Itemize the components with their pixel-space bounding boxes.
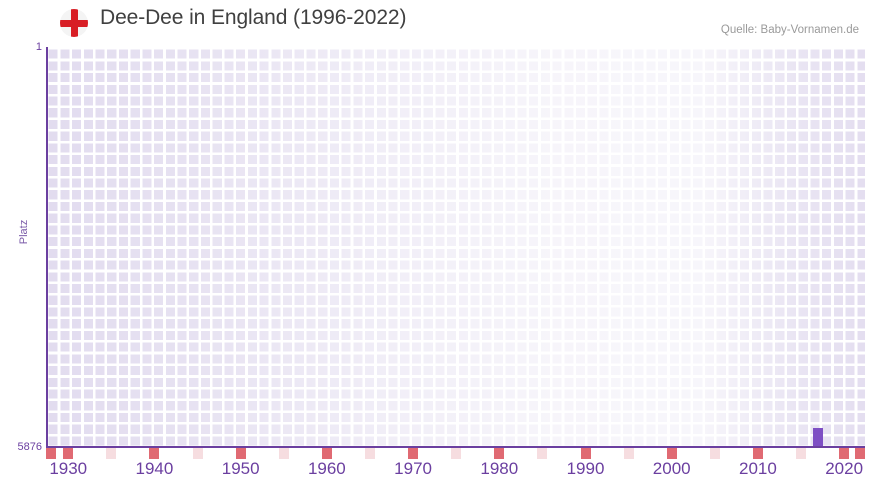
year-marker-1965 — [364, 448, 375, 459]
page-title: Dee-Dee in England (1996-2022) — [100, 6, 407, 29]
x-axis-tick-1990: 1990 — [566, 459, 605, 478]
x-axis-tick-1960: 1960 — [307, 459, 346, 478]
x-axis-tick-1950: 1950 — [221, 459, 260, 478]
year-marker-1985 — [537, 448, 548, 459]
year-marker-2022 — [855, 448, 865, 459]
data-bar-2017[interactable] — [813, 428, 824, 447]
source-note: Quelle: Baby-Vornamen.de — [720, 24, 859, 36]
year-marker-2010 — [752, 448, 763, 459]
year-marker-1995 — [623, 448, 634, 459]
x-axis-tick-1930: 1930 — [49, 459, 88, 478]
x-axis-tick-2020: 2020 — [825, 459, 864, 478]
year-marker-1950 — [235, 448, 246, 459]
y-axis-title: Platz — [18, 219, 30, 245]
x-axis-tick-1970: 1970 — [394, 459, 432, 478]
x-axis-tick-1940: 1940 — [135, 459, 174, 478]
year-marker-1975 — [451, 448, 462, 459]
x-axis-tick-2000: 2000 — [652, 459, 691, 478]
year-marker-1960 — [321, 448, 332, 459]
year-marker-1945 — [192, 448, 203, 459]
england-flag-icon — [60, 9, 88, 37]
x-axis-line — [46, 446, 865, 448]
year-marker-1990 — [580, 448, 591, 459]
year-marker-1955 — [278, 448, 289, 459]
chart-header: Dee-Dee in England (1996-2022) Quelle: B… — [0, 0, 873, 44]
y-axis-tick-top: 1 — [35, 41, 42, 53]
x-axis-tick-2010: 2010 — [739, 459, 777, 478]
year-marker-2015 — [796, 448, 807, 459]
year-marker-1935 — [106, 448, 117, 459]
year-marker-1940 — [149, 448, 160, 459]
data-bars-layer — [46, 47, 865, 447]
year-marker-1930 — [63, 448, 74, 459]
flag-cross-vertical — [70, 9, 78, 37]
year-marker-1980 — [494, 448, 505, 459]
y-axis-line — [46, 47, 48, 448]
year-marker-band — [46, 448, 865, 459]
year-marker-2000 — [666, 448, 677, 459]
x-axis-tick-1980: 1980 — [480, 459, 519, 478]
year-marker-1928 — [46, 448, 56, 459]
year-marker-1970 — [408, 448, 419, 459]
year-marker-2020 — [839, 448, 850, 459]
year-marker-2005 — [709, 448, 720, 459]
y-axis-tick-bottom: 5876 — [17, 441, 42, 453]
